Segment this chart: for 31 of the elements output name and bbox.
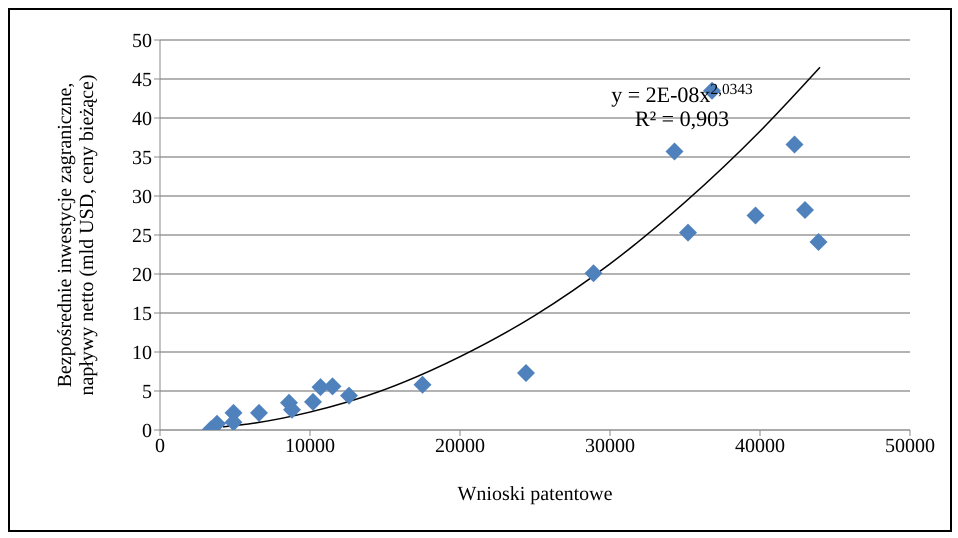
y-tick-label: 15 (132, 303, 152, 326)
x-tick-label: 20000 (435, 435, 485, 458)
y-tick-label: 45 (132, 69, 152, 92)
y-tick-label: 20 (132, 264, 152, 286)
x-tick-label: 40000 (735, 435, 785, 458)
y-tick-label: 25 (132, 225, 152, 248)
y-tick-label: 10 (132, 342, 152, 364)
point (810, 233, 828, 252)
x-tick-label: 50000 (885, 435, 935, 458)
point (250, 404, 268, 422)
x-tick-label: 30000 (585, 435, 635, 458)
point (786, 136, 804, 154)
y-tick-label: 5 (142, 381, 152, 404)
point (679, 224, 697, 242)
point (666, 142, 684, 161)
y-tick-label: 40 (132, 108, 152, 130)
point (746, 206, 764, 224)
y-tick-label: 30 (132, 186, 152, 208)
y-axis-title: Bezpośrednie inwestycje zagraniczne, napływy netto (mld USD, ceny bieżące) (54, 74, 98, 396)
y-tick-label: 50 (132, 30, 152, 52)
y-tick-label: 0 (142, 420, 152, 442)
point (414, 376, 432, 394)
x-axis-title: Wnioski patentowe (458, 483, 613, 505)
point (304, 392, 322, 411)
point (340, 386, 358, 405)
x-tick-label: 10000 (285, 435, 335, 458)
point (796, 201, 814, 220)
point (517, 364, 535, 382)
annotation: R² = 0,903 (634, 106, 730, 131)
point (584, 264, 602, 282)
y-tick-label: 35 (132, 147, 152, 170)
